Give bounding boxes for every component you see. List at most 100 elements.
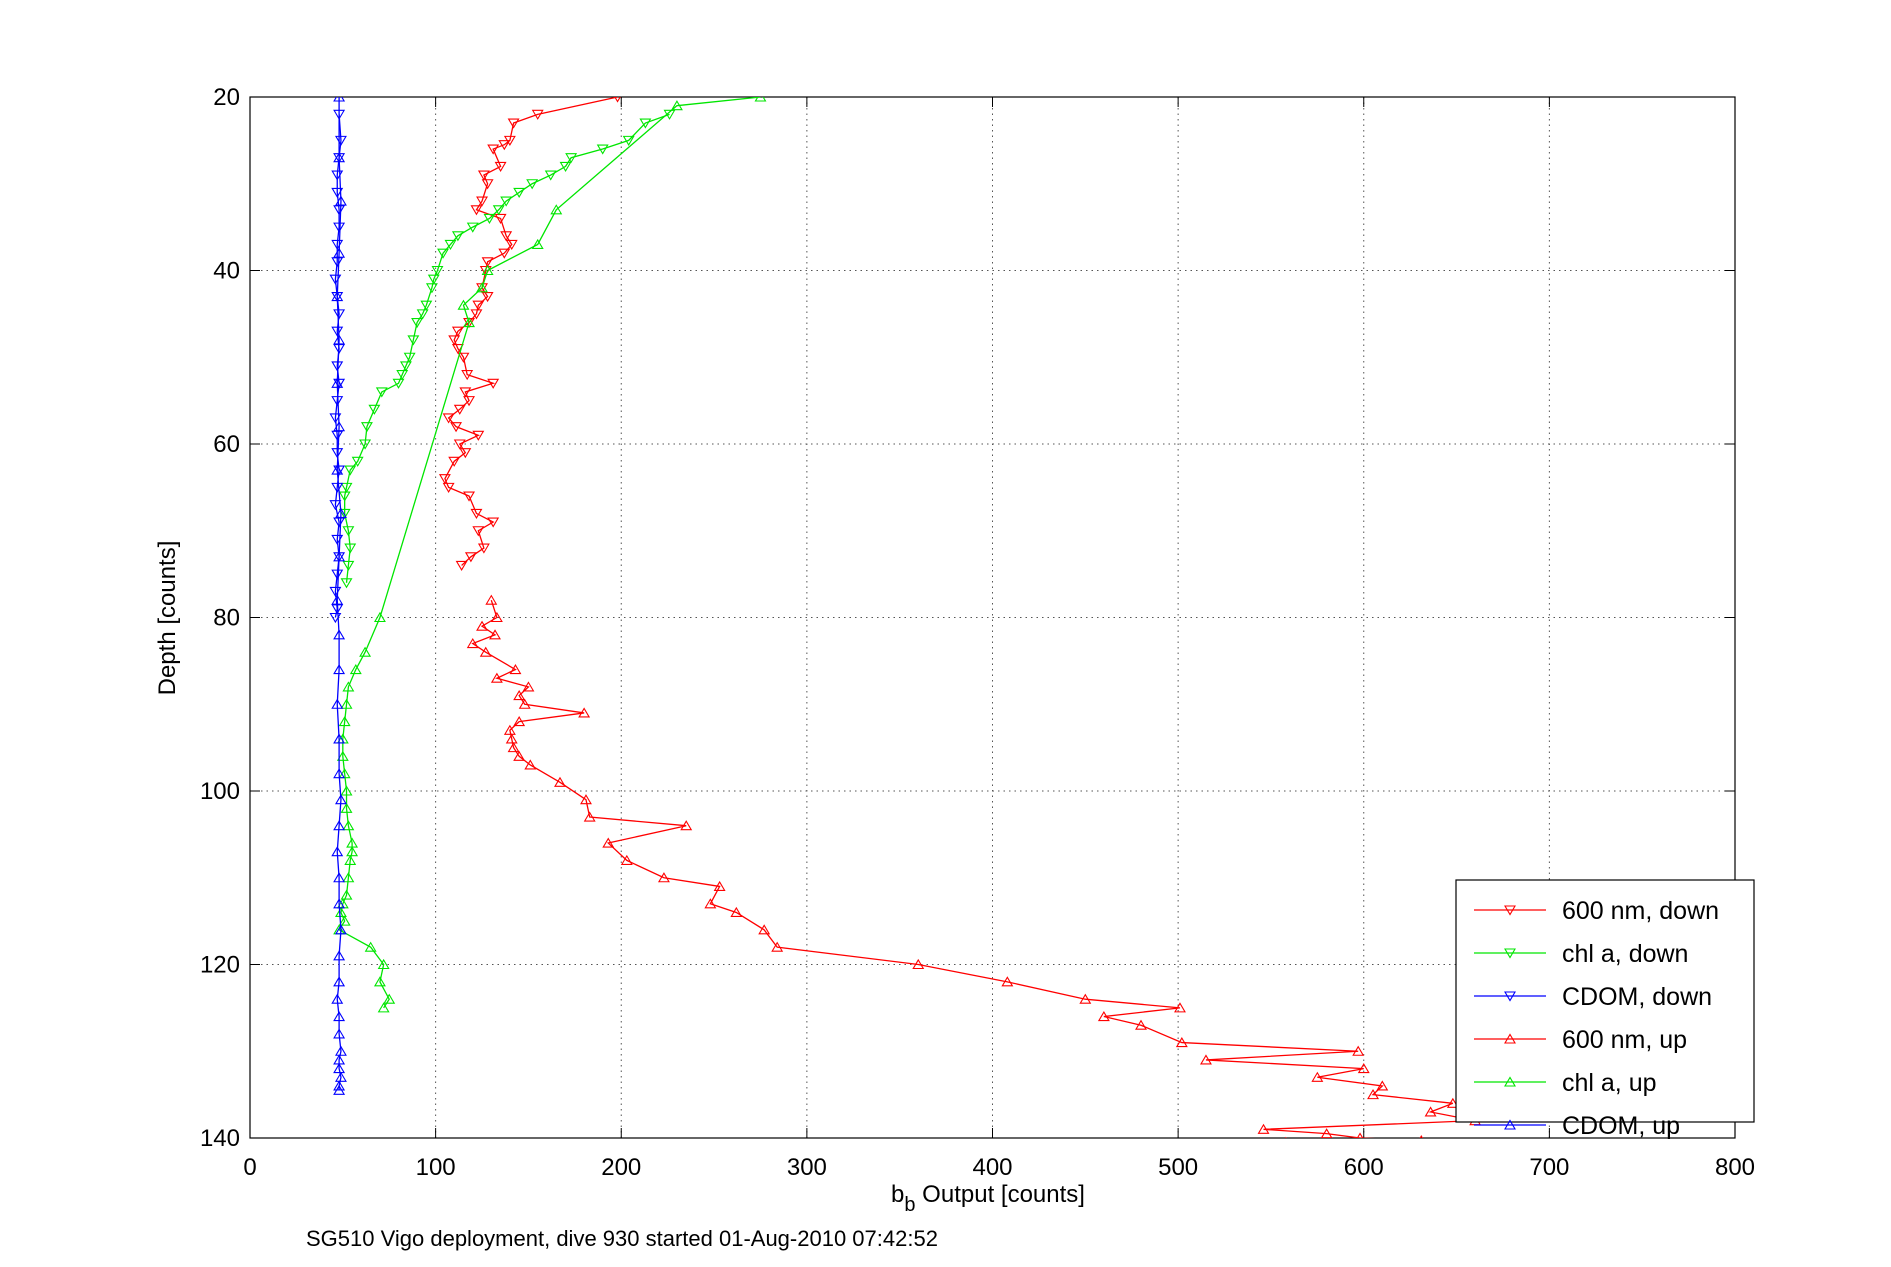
data-point xyxy=(481,264,494,276)
data-point xyxy=(450,422,463,433)
data-point xyxy=(481,257,494,268)
data-point xyxy=(333,820,346,831)
data-point xyxy=(333,872,346,883)
tick-labels: 0 100 200 300 400 500 600 700 800 20 40 60 80 100 120 1… xyxy=(200,84,1755,1181)
data-point xyxy=(359,646,372,657)
data-point xyxy=(466,637,479,649)
data-point xyxy=(331,464,344,475)
data-point xyxy=(578,707,591,718)
data-point xyxy=(342,681,355,692)
series-chl-a-up xyxy=(333,97,767,1013)
data-point xyxy=(483,213,496,225)
data-point xyxy=(754,97,767,102)
data-point xyxy=(522,681,535,692)
data-point xyxy=(333,950,346,961)
data-point xyxy=(377,1002,390,1013)
data-point xyxy=(377,958,390,970)
data-point xyxy=(342,560,355,572)
legend-marker xyxy=(1504,948,1516,959)
x-tick-label: 700 xyxy=(1529,1154,1569,1181)
data-point xyxy=(494,213,507,225)
data-point xyxy=(1446,1097,1459,1108)
data-point xyxy=(333,247,346,258)
legend-marker xyxy=(1504,1033,1516,1044)
data-point xyxy=(333,663,346,675)
data-point xyxy=(442,482,455,493)
x-tick-label: 300 xyxy=(787,1154,827,1181)
data-point xyxy=(451,326,464,337)
data-point xyxy=(438,474,451,485)
data-point xyxy=(448,456,461,467)
data-point xyxy=(331,569,344,580)
data-point xyxy=(364,941,377,952)
data-point xyxy=(346,846,359,857)
data-point xyxy=(425,283,438,294)
x-axis-label-rest: Output [counts] xyxy=(916,1181,1085,1208)
data-point xyxy=(531,238,544,250)
data-point xyxy=(349,663,362,675)
data-point xyxy=(1175,1036,1188,1048)
data-point xyxy=(639,118,652,129)
data-point xyxy=(470,309,483,320)
data-point xyxy=(481,291,494,303)
legend-marker xyxy=(1504,1119,1516,1130)
x-axis-label-subscript: b xyxy=(904,1194,915,1216)
data-point xyxy=(1320,1128,1333,1138)
data-point xyxy=(1357,1063,1370,1074)
data-point xyxy=(351,456,364,467)
data-point xyxy=(466,222,479,233)
data-point xyxy=(338,491,351,502)
data-point xyxy=(334,1071,347,1082)
data-point xyxy=(487,378,500,389)
data-point xyxy=(333,334,346,345)
data-point xyxy=(420,300,433,311)
data-point xyxy=(334,794,347,805)
data-point xyxy=(340,578,353,589)
data-point xyxy=(463,316,475,328)
data-point xyxy=(338,508,351,519)
data-point xyxy=(331,448,344,459)
data-point xyxy=(342,820,355,831)
data-point xyxy=(1174,1002,1186,1013)
data-point xyxy=(1311,1071,1324,1082)
data-point xyxy=(392,378,405,389)
data-point xyxy=(490,672,503,683)
data-point xyxy=(333,465,346,476)
data-point xyxy=(333,551,346,562)
data-point xyxy=(459,448,472,459)
x-tick-label: 0 xyxy=(243,1154,256,1181)
data-point xyxy=(334,1045,347,1056)
data-point xyxy=(427,274,440,285)
data-point xyxy=(513,716,526,727)
data-point xyxy=(333,1063,346,1074)
data-point xyxy=(342,526,355,537)
data-point xyxy=(331,594,344,605)
data-point xyxy=(373,611,386,623)
legend-marker xyxy=(1504,1076,1516,1087)
data-point xyxy=(333,152,346,163)
data-point xyxy=(758,924,771,935)
data-point xyxy=(912,958,925,970)
legend-entry-label: chl a, up xyxy=(1562,1069,1657,1097)
data-point xyxy=(444,239,457,251)
data-point xyxy=(500,196,513,207)
data-point xyxy=(333,97,346,102)
y-tick-label: 40 xyxy=(213,258,240,285)
data-point xyxy=(487,144,500,155)
data-point xyxy=(403,352,416,363)
series-line xyxy=(471,599,1476,1138)
data-point xyxy=(340,889,353,900)
data-point xyxy=(583,811,596,822)
data-point xyxy=(472,300,485,311)
data-point xyxy=(331,187,344,199)
data-point xyxy=(505,239,518,251)
data-point xyxy=(494,161,507,172)
y-tick-label: 60 xyxy=(213,431,240,458)
x-tick-label: 400 xyxy=(972,1154,1012,1181)
data-point xyxy=(1352,1045,1365,1056)
x-tick-label: 600 xyxy=(1344,1154,1384,1181)
data-point xyxy=(622,135,635,146)
data-point xyxy=(489,629,501,640)
data-point xyxy=(470,205,483,216)
y-tick-label: 20 xyxy=(213,84,240,111)
